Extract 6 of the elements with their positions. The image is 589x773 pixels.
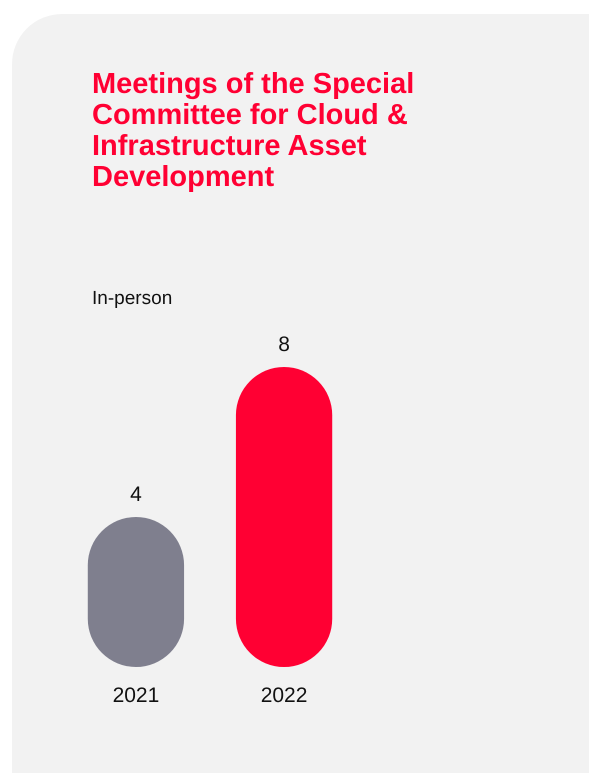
data-label: 4 bbox=[130, 483, 142, 506]
data-label: 8 bbox=[278, 333, 290, 356]
x-tick-label: 2021 bbox=[112, 684, 160, 707]
x-tick-label: 2022 bbox=[260, 684, 308, 707]
chart-title: Meetings of the Special Committee for Cloud & Infrastructure Asset Development bbox=[92, 68, 414, 193]
chart-subtitle: In-person bbox=[92, 288, 172, 309]
